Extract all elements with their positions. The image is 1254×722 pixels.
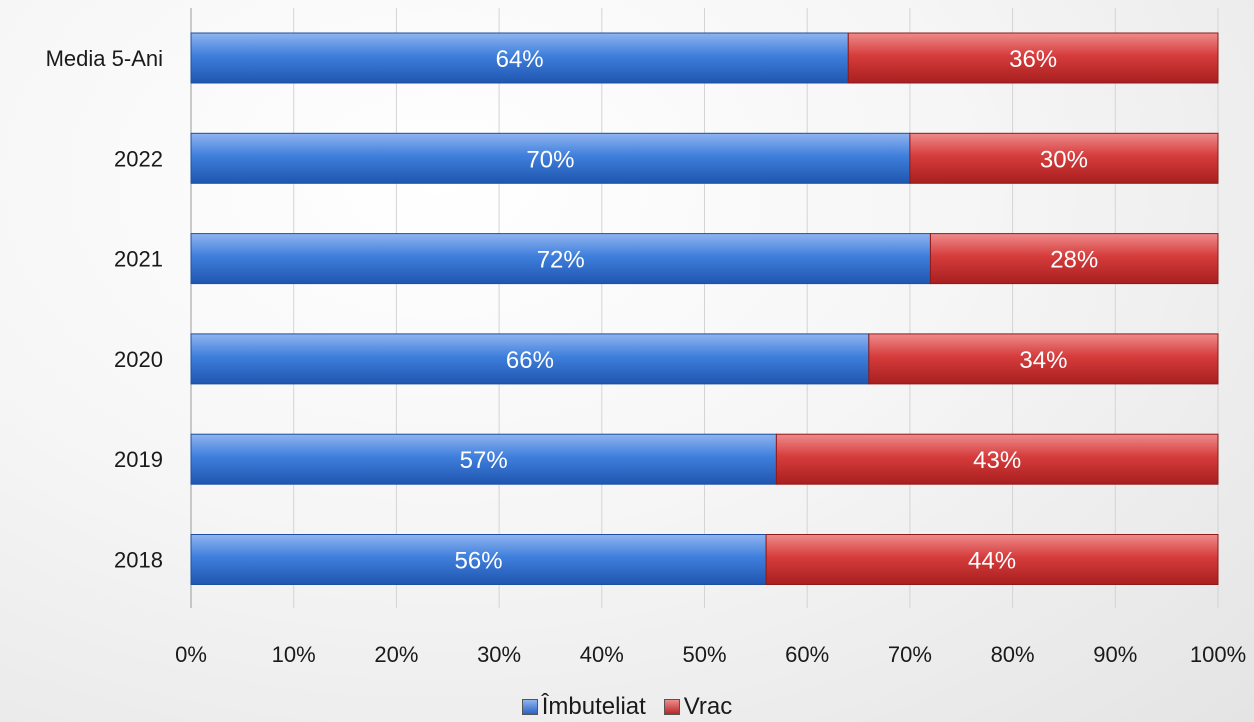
legend: Îmbuteliat Vrac	[0, 692, 1254, 722]
bar-segment	[190, 333, 870, 385]
data-label: 34%	[1019, 347, 1067, 374]
grid-lines	[190, 8, 1219, 608]
bar-segment	[190, 32, 849, 84]
x-tick-label: 100%	[1190, 642, 1246, 667]
x-tick-label: 10%	[272, 642, 316, 667]
category-label: Media 5-Ani	[46, 46, 163, 71]
x-tick-label: 80%	[991, 642, 1035, 667]
x-tick-label: 50%	[682, 642, 726, 667]
legend-item-vrac: Vrac	[663, 693, 733, 721]
data-label: 57%	[460, 447, 508, 474]
x-tick-label: 40%	[580, 642, 624, 667]
data-label: 43%	[973, 447, 1021, 474]
data-label: 72%	[537, 247, 585, 274]
data-label: 28%	[1050, 247, 1098, 274]
data-label: 66%	[506, 347, 554, 374]
bar-segment	[190, 233, 931, 285]
legend-swatch-vrac	[663, 699, 680, 715]
legend-label-imbuteliat: Îmbuteliat	[541, 693, 646, 720]
bar-segment	[765, 534, 1219, 585]
bar-segment	[929, 233, 1219, 285]
data-label: 64%	[496, 46, 544, 73]
bar-segment	[909, 132, 1219, 184]
bar-segment	[775, 433, 1219, 485]
x-tick-label: 20%	[374, 642, 418, 667]
legend-label-vrac: Vrac	[683, 693, 733, 720]
category-label: 2020	[114, 347, 163, 372]
data-label: 70%	[526, 146, 574, 173]
data-label: 36%	[1009, 46, 1057, 73]
category-label: 2019	[114, 447, 163, 472]
category-label: 2018	[114, 548, 163, 573]
x-tick-label: 70%	[888, 642, 932, 667]
bar-segment	[190, 433, 777, 485]
bar-segment	[868, 333, 1219, 385]
data-label: 30%	[1040, 146, 1088, 173]
bar-segment	[190, 132, 911, 184]
category-label: 2022	[114, 146, 163, 171]
bar-segment	[847, 32, 1219, 84]
bars	[190, 32, 1219, 585]
bar-segment	[190, 534, 767, 585]
data-label: 56%	[455, 548, 503, 575]
x-tick-label: 60%	[785, 642, 829, 667]
labels: 0% 10% 20% 30% 40% 50% 60% 70% 80% 90% 100% Media 5…	[46, 46, 1247, 667]
x-tick-label: 90%	[1093, 642, 1137, 667]
legend-swatch-imbuteliat	[521, 699, 538, 715]
category-label: 2021	[114, 247, 163, 272]
legend-item-imbuteliat: Îmbuteliat	[521, 693, 646, 721]
data-label: 44%	[968, 548, 1016, 575]
x-tick-label: 0%	[175, 642, 207, 667]
x-tick-label: 30%	[477, 642, 521, 667]
